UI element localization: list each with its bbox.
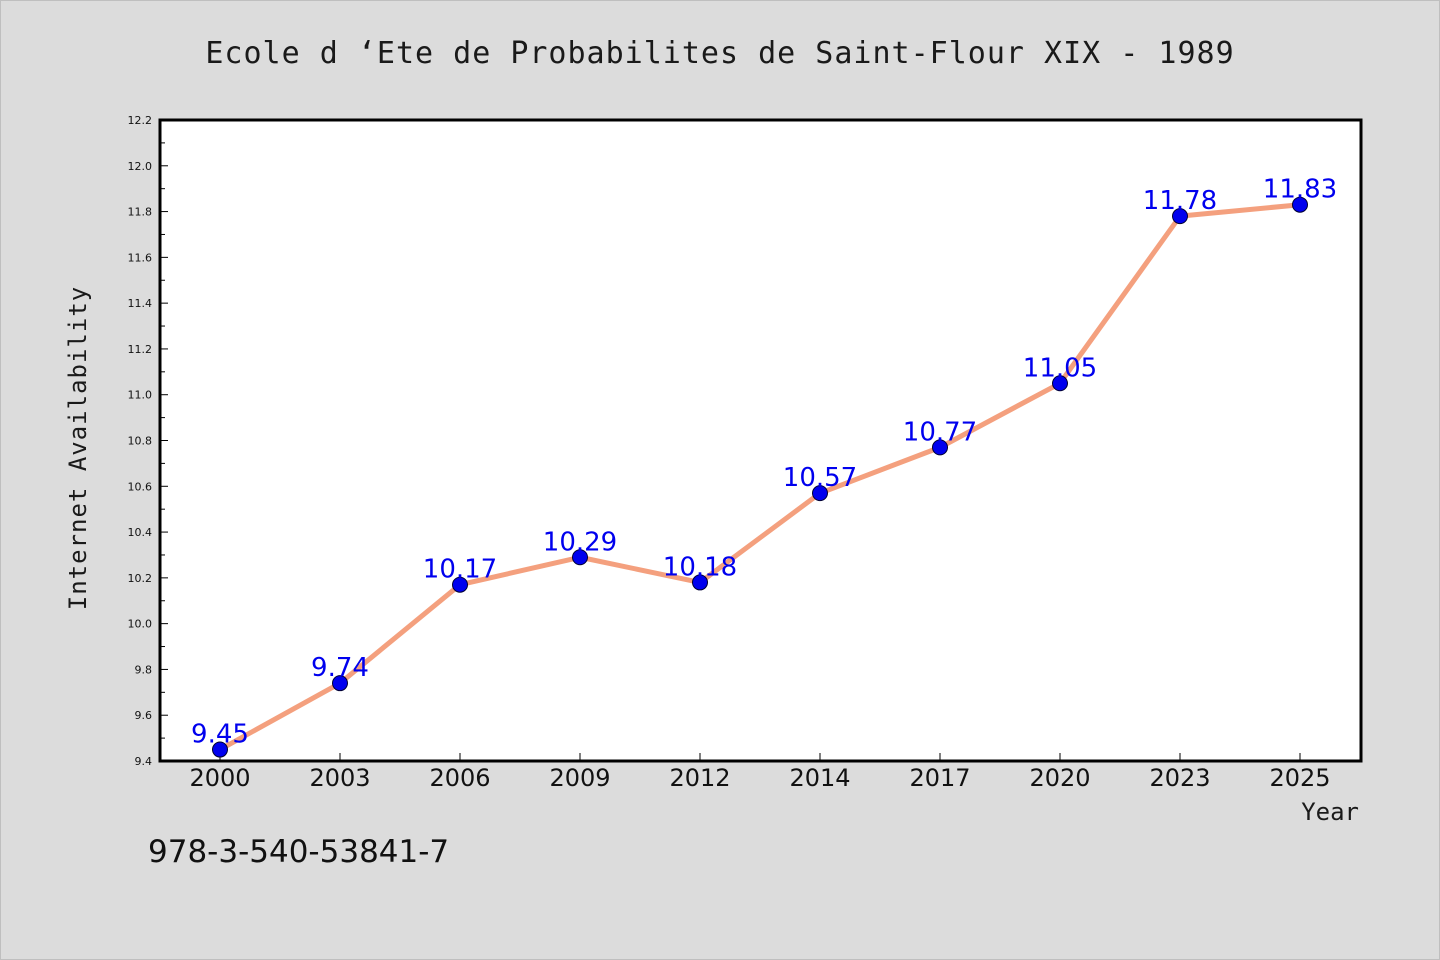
y-tick-label: 11.4 xyxy=(128,297,153,310)
y-tick-label: 10.6 xyxy=(128,480,153,493)
x-tick-label: 2000 xyxy=(189,764,250,792)
data-point xyxy=(1292,196,1308,213)
y-tick-label: 12.2 xyxy=(128,114,153,127)
y-axis: 9.4 9.6 9.8 10.0 10.2 10.4 10.6 10.8 11.0 11.2 11.… xyxy=(128,114,168,768)
y-tick-label: 9.4 xyxy=(135,755,153,768)
data-label: 10.77 xyxy=(903,417,977,447)
y-tick-label: 11.0 xyxy=(128,389,153,402)
y-tick-label: 9.8 xyxy=(135,663,153,676)
data-label: 11.05 xyxy=(1023,353,1097,383)
x-tick-label: 2009 xyxy=(549,764,610,792)
y-tick-label: 10.2 xyxy=(128,572,153,585)
y-tick-label: 10.0 xyxy=(128,618,153,631)
x-tick-label: 2025 xyxy=(1269,764,1330,792)
y-tick-label: 10.4 xyxy=(128,526,153,539)
data-point xyxy=(692,574,708,591)
data-markers xyxy=(212,196,1308,758)
data-label: 9.45 xyxy=(191,720,249,750)
isbn-text: 978-3-540-53841-7 xyxy=(148,834,450,870)
data-point xyxy=(332,675,348,692)
data-label: 10.18 xyxy=(663,552,737,582)
x-axis: 2000 2003 2006 2009 2012 2014 2017 2020 2023 2025 xyxy=(189,753,1331,792)
y-tick-label: 11.2 xyxy=(128,343,153,356)
data-label: 11.78 xyxy=(1143,186,1217,216)
x-axis-label: Year xyxy=(1301,798,1359,826)
x-tick-label: 2006 xyxy=(429,764,490,792)
data-labels: 9.45 9.74 10.17 10.29 10.18 10.57 10.77 11.05 11… xyxy=(191,175,1337,750)
data-label: 10.57 xyxy=(783,463,857,493)
series-line xyxy=(217,202,1303,753)
data-label: 11.83 xyxy=(1263,175,1337,205)
data-point xyxy=(212,741,228,758)
y-tick-label: 11.6 xyxy=(128,251,153,264)
plot-area xyxy=(158,118,1363,763)
data-point xyxy=(812,485,828,502)
x-tick-label: 2023 xyxy=(1149,764,1210,792)
data-label: 10.29 xyxy=(543,527,617,557)
y-tick-label: 12.0 xyxy=(128,160,153,173)
chart-title: Ecole d ‘Ete de Probabilites de Saint-Fl… xyxy=(205,36,1235,71)
x-tick-label: 2020 xyxy=(1029,764,1090,792)
x-tick-label: 2012 xyxy=(669,764,730,792)
x-tick-label: 2003 xyxy=(309,764,370,792)
data-point xyxy=(932,439,948,456)
data-label: 9.74 xyxy=(311,653,369,683)
y-tick-label: 11.8 xyxy=(128,206,153,219)
x-tick-label: 2014 xyxy=(789,764,850,792)
y-tick-label: 10.8 xyxy=(128,435,153,448)
y-tick-label: 9.6 xyxy=(135,709,153,722)
data-point xyxy=(572,549,588,566)
x-tick-label: 2017 xyxy=(909,764,970,792)
data-point xyxy=(1052,375,1068,392)
data-point xyxy=(452,576,468,593)
y-axis-label: Internet Availability xyxy=(64,286,92,610)
data-point xyxy=(1172,208,1188,225)
data-label: 10.17 xyxy=(423,555,497,585)
